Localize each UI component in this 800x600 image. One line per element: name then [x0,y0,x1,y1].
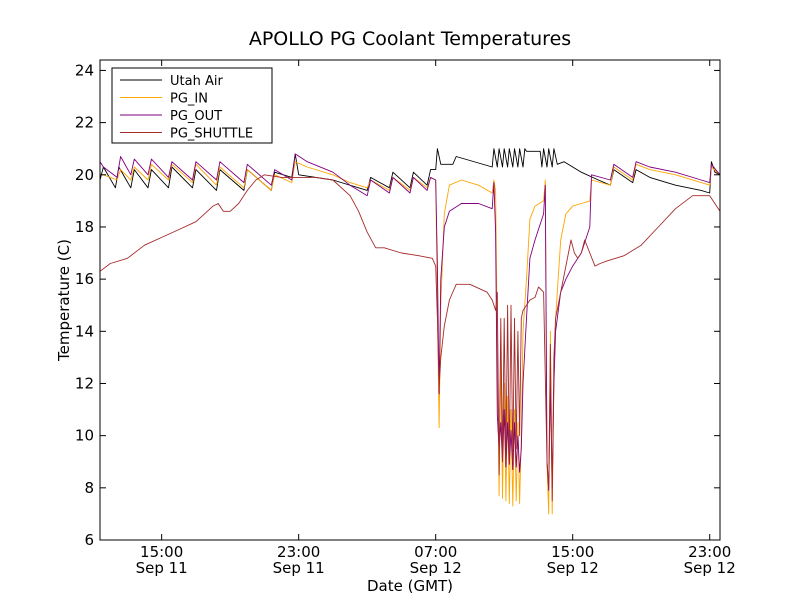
x-axis-label: Date (GMT) [367,577,453,595]
y-tick-label: 12 [75,374,94,392]
series-line-utah-air [99,148,721,194]
series-line-pg-out [99,153,721,491]
y-tick-label: 22 [75,114,94,132]
legend-label-utah-air: Utah Air [170,74,223,89]
x-tick-label-date: Sep 11 [273,559,325,577]
series-line-pg-shuttle [99,174,721,502]
x-tick-label-time: 23:00 [688,543,731,561]
y-tick-label: 18 [75,218,94,236]
legend: Utah Air PG_IN PG_OUT PG_SHUTTLE [111,67,273,144]
legend-label-pg-out: PG_OUT [170,109,222,124]
x-tick-label-time: 23:00 [277,543,320,561]
x-tick-label-date: Sep 11 [136,559,188,577]
y-tick-label: 14 [75,322,94,340]
x-tick-label-date: Sep 12 [410,559,462,577]
y-tick-label: 24 [75,61,94,79]
x-tick-label-time: 15:00 [551,543,594,561]
x-tick-label-time: 07:00 [414,543,457,561]
series-line-pg-in [100,161,721,515]
y-tick-label: 6 [84,531,94,549]
y-tick-label: 16 [75,270,94,288]
legend-label-pg-in: PG_IN [170,92,208,107]
x-tick-label-date: Sep 12 [684,559,736,577]
x-tick-label-time: 15:00 [140,543,183,561]
y-tick-label: 20 [75,166,94,184]
chart-title: APOLLO PG Coolant Temperatures [249,28,571,50]
x-tick-label-date: Sep 12 [547,559,599,577]
series-layer [99,148,721,515]
plot-frame-border [99,59,721,541]
legend-label-pg-shuttle: PG_SHUTTLE [170,127,253,142]
y-axis-label: Temperature (C) [55,239,73,362]
y-tick-label: 10 [75,427,94,445]
y-tick-label: 8 [84,479,94,497]
